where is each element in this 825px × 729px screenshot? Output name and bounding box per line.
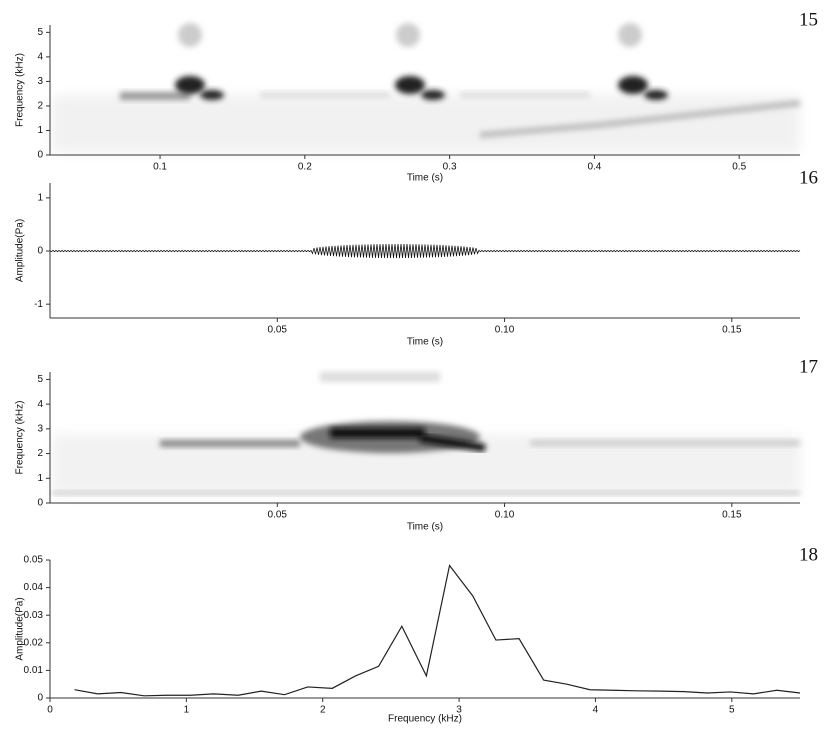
x-tick-label: 0.5 <box>732 162 746 173</box>
x-tick-label: 2 <box>320 705 326 716</box>
x-tick-label: 0 <box>47 705 53 716</box>
waveform-trace <box>49 243 801 259</box>
y-axis-label: Amplitude(Pa) <box>15 219 26 282</box>
x-axis-label: Frequency (kHz) <box>388 714 462 725</box>
y-tick-label: 0.03 <box>24 610 44 621</box>
y-tick-label: 3 <box>37 423 43 434</box>
spectrogram-image <box>52 23 801 153</box>
y-tick-label: -1 <box>34 299 43 310</box>
y-axis-label: Amplitude(Pa) <box>15 597 26 660</box>
y-axis-label: Frequency (kHz) <box>15 53 26 127</box>
y-tick-label: 2 <box>37 448 43 459</box>
y-tick-label: 1 <box>37 125 43 136</box>
panel-number: 18 <box>799 544 818 565</box>
x-tick-label: 1 <box>184 705 190 716</box>
x-tick-label: 0.15 <box>722 510 742 521</box>
x-tick-label: 0.3 <box>443 162 457 173</box>
x-tick-label: 0.10 <box>495 325 515 336</box>
x-tick-label: 0.15 <box>722 325 742 336</box>
y-tick-label: 0 <box>37 150 43 161</box>
y-tick-label: 1 <box>37 473 43 484</box>
x-tick-label: 5 <box>729 705 735 716</box>
y-tick-label: 0 <box>37 498 43 509</box>
panel-number: 17 <box>799 356 818 377</box>
spectrum-line <box>74 564 801 697</box>
x-tick-label: 4 <box>593 705 599 716</box>
x-tick-label: 0.05 <box>268 325 288 336</box>
y-tick-label: 0.01 <box>24 665 44 676</box>
y-axis-label: Frequency (kHz) <box>15 401 26 475</box>
x-axis-label: Time (s) <box>407 522 443 533</box>
x-tick-label: 0.10 <box>495 510 515 521</box>
x-tick-label: 0.05 <box>268 510 288 521</box>
y-tick-label: 0 <box>37 693 43 704</box>
y-tick-label: 4 <box>37 52 43 63</box>
y-tick-label: 1 <box>37 193 43 204</box>
x-axis-label: Time (s) <box>407 337 443 348</box>
y-tick-label: 2 <box>37 101 43 112</box>
x-tick-label: 0.1 <box>153 162 167 173</box>
y-tick-label: 0 <box>37 246 43 257</box>
y-tick-label: 0.05 <box>24 555 44 566</box>
y-tick-label: 5 <box>37 374 43 385</box>
y-tick-label: 0.04 <box>24 582 44 593</box>
x-tick-label: 3 <box>456 705 462 716</box>
spectrogram-image <box>52 372 800 495</box>
panel-number: 15 <box>799 9 818 30</box>
panel-number: 16 <box>799 167 818 188</box>
x-axis-label: Time (s) <box>407 173 443 184</box>
y-tick-label: 4 <box>37 399 43 410</box>
x-tick-label: 0.2 <box>298 162 312 173</box>
y-tick-label: 0.02 <box>24 637 44 648</box>
y-tick-label: 3 <box>37 76 43 87</box>
x-tick-label: 0.4 <box>587 162 601 173</box>
y-tick-label: 5 <box>37 27 43 38</box>
